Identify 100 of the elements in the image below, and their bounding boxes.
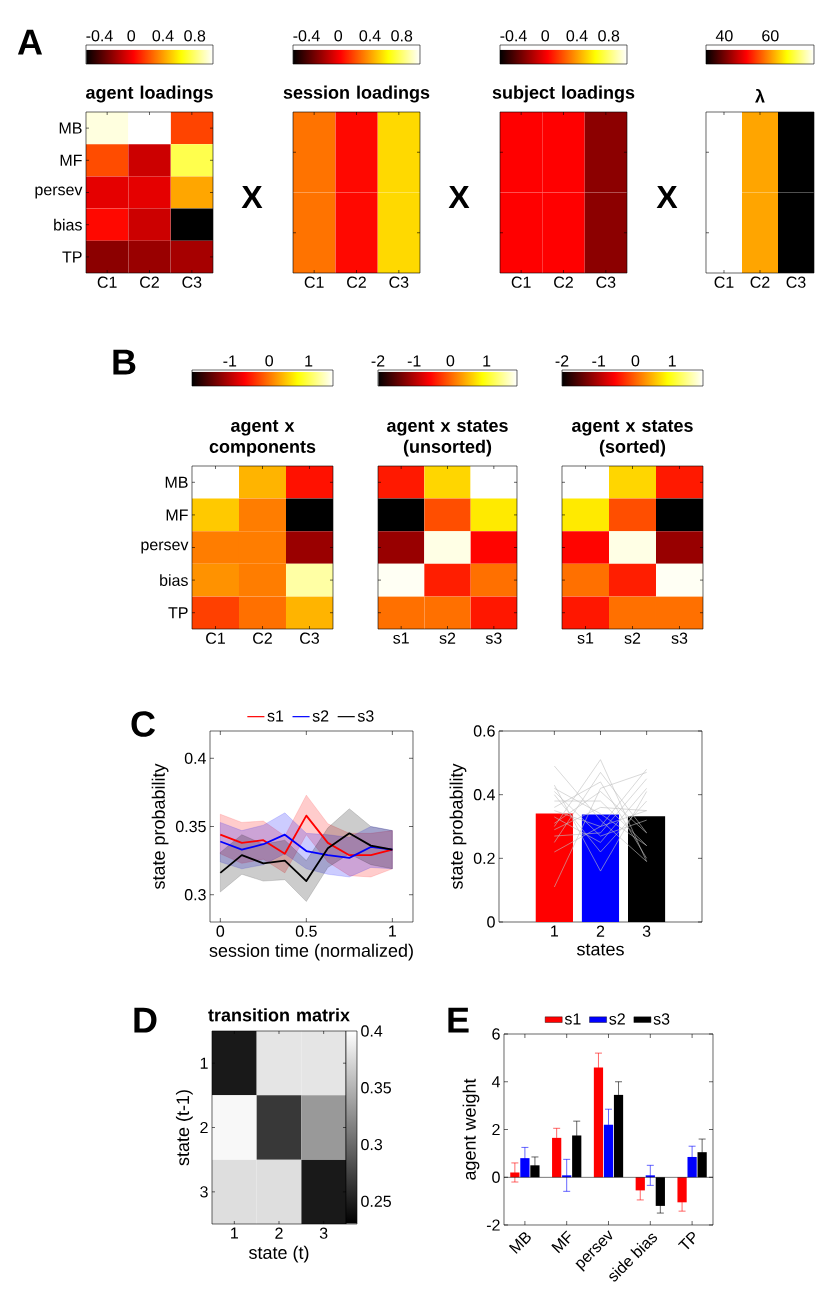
x-tick-label: MB <box>508 1232 531 1254</box>
legend-label: s3 <box>653 1013 670 1025</box>
chart-title: transition matrix <box>208 1008 350 1022</box>
chart-title: agent x states (unsorted) <box>387 420 508 457</box>
x-tick-label: TP <box>677 1231 695 1250</box>
x-tick-label: C1 <box>714 276 734 288</box>
x-axis-title: state (t) <box>248 1245 309 1263</box>
color-bar-label: 40 <box>715 30 733 42</box>
color-bar-label: 0.3 <box>361 1138 383 1151</box>
x-tick-label: 1 <box>551 925 559 937</box>
chart-title: agent loadings <box>86 85 213 103</box>
x-tick-label: s1 <box>577 632 594 644</box>
y-tick-label: 1 <box>200 1057 208 1069</box>
y-tick-label: persev <box>141 541 189 554</box>
y-tick-label: MB <box>165 476 188 488</box>
color-bar-label: -1 <box>223 355 237 367</box>
color-bar-label: -0.4 <box>293 30 320 42</box>
x-tick-label: s2 <box>439 632 456 644</box>
y-tick-label: MF <box>60 154 82 166</box>
x-tick-label: C2 <box>554 276 573 288</box>
y-tick-label: persev <box>35 186 83 199</box>
x-axis-title: states <box>576 943 624 956</box>
x-tick-label: C1 <box>511 276 531 288</box>
color-bar-label: 60 <box>762 30 779 42</box>
x-tick-label: C1 <box>206 632 225 644</box>
x-tick-label: 3 <box>642 925 651 937</box>
color-bar-label: 0.8 <box>184 30 206 42</box>
color-bar-label: 0 <box>631 355 640 367</box>
x-tick-label: 0 <box>216 925 225 937</box>
color-bar-label: 0.4 <box>361 1025 383 1037</box>
y-tick-label: MF <box>166 509 188 521</box>
color-bar-label: 0 <box>127 30 136 42</box>
text: C <box>131 711 156 737</box>
chart-title: subject loadings <box>492 85 635 103</box>
x-tick-label: 2 <box>275 1227 283 1239</box>
y-tick-label: TP <box>62 251 82 263</box>
color-bar-label: 0 <box>541 30 550 42</box>
y-axis-title: state probability <box>449 763 467 890</box>
text: B <box>113 349 136 375</box>
legend-label: s3 <box>357 710 374 722</box>
x-tick-label: C3 <box>596 276 616 288</box>
color-bar-label: 1 <box>668 355 676 367</box>
y-tick-label: 0.3 <box>184 889 206 901</box>
color-bar-label: -2 <box>555 355 569 367</box>
color-bar-label: -1 <box>407 355 421 367</box>
text: X <box>448 186 470 209</box>
y-tick-label: 0 <box>492 1171 500 1183</box>
y-tick-label: TP <box>168 607 188 619</box>
color-bar-label: -0.4 <box>86 30 113 42</box>
color-bar-label: 0.4 <box>359 30 381 42</box>
color-bar-label: 0.8 <box>598 30 620 42</box>
x-axis-title: session time (normalized) <box>209 943 413 961</box>
chart-title: agent x states (sorted) <box>572 420 693 457</box>
x-tick-label: C1 <box>97 276 117 288</box>
x-tick-label: s3 <box>485 632 502 644</box>
y-axis-title: state (t-1) <box>175 1090 193 1166</box>
text: D <box>134 1007 157 1033</box>
x-tick-label: C3 <box>389 276 409 288</box>
text: E <box>448 1007 469 1033</box>
y-tick-label: 4 <box>491 1076 500 1088</box>
y-tick-label: 0.2 <box>473 852 495 865</box>
x-tick-label: C2 <box>140 276 159 288</box>
y-tick-label: 3 <box>200 1186 208 1198</box>
color-bar-label: 0 <box>334 30 343 42</box>
legend-label: s1 <box>267 710 284 722</box>
x-tick-label: s1 <box>393 632 409 644</box>
chart-title: λ <box>755 88 765 103</box>
x-tick-label: C3 <box>786 276 806 288</box>
color-bar-label: 1 <box>305 355 313 367</box>
x-tick-label: 0.5 <box>295 925 317 937</box>
x-tick-label: s2 <box>624 632 641 644</box>
y-tick-label: bias <box>160 574 188 586</box>
color-bar-label: -0.4 <box>500 30 527 42</box>
color-bar-label: -2 <box>371 355 385 367</box>
color-bar-label: -1 <box>592 355 606 367</box>
text: A <box>17 29 43 55</box>
legend-label: s1 <box>564 1013 581 1025</box>
y-tick-label: 0.4 <box>184 752 206 764</box>
x-tick-label: 1 <box>389 925 397 937</box>
x-tick-label: 3 <box>319 1227 328 1239</box>
color-bar-label: 0 <box>446 355 455 367</box>
y-tick-label: 0.35 <box>175 820 206 833</box>
y-axis-title: state probability <box>151 763 169 890</box>
x-tick-label: MF <box>551 1230 571 1254</box>
color-bar-label: 0.35 <box>361 1082 391 1094</box>
y-tick-label: 0.6 <box>473 725 495 737</box>
y-tick-label: MB <box>59 122 82 134</box>
color-bar-label: 0.8 <box>391 30 413 42</box>
text: X <box>241 186 263 209</box>
color-bar-label: 0 <box>265 355 274 367</box>
x-tick-label: 1 <box>231 1227 238 1239</box>
y-tick-label: 0.4 <box>473 789 495 801</box>
chart-title: session loadings <box>283 85 430 103</box>
x-tick-label: s3 <box>671 632 688 644</box>
y-tick-label: 6 <box>492 1028 500 1040</box>
color-bar-label: 0.4 <box>152 30 174 42</box>
y-tick-label: 0 <box>487 916 495 928</box>
x-tick-label: C2 <box>253 632 272 644</box>
legend-label: s2 <box>609 1013 625 1025</box>
color-bar-label: 0.25 <box>361 1195 391 1207</box>
